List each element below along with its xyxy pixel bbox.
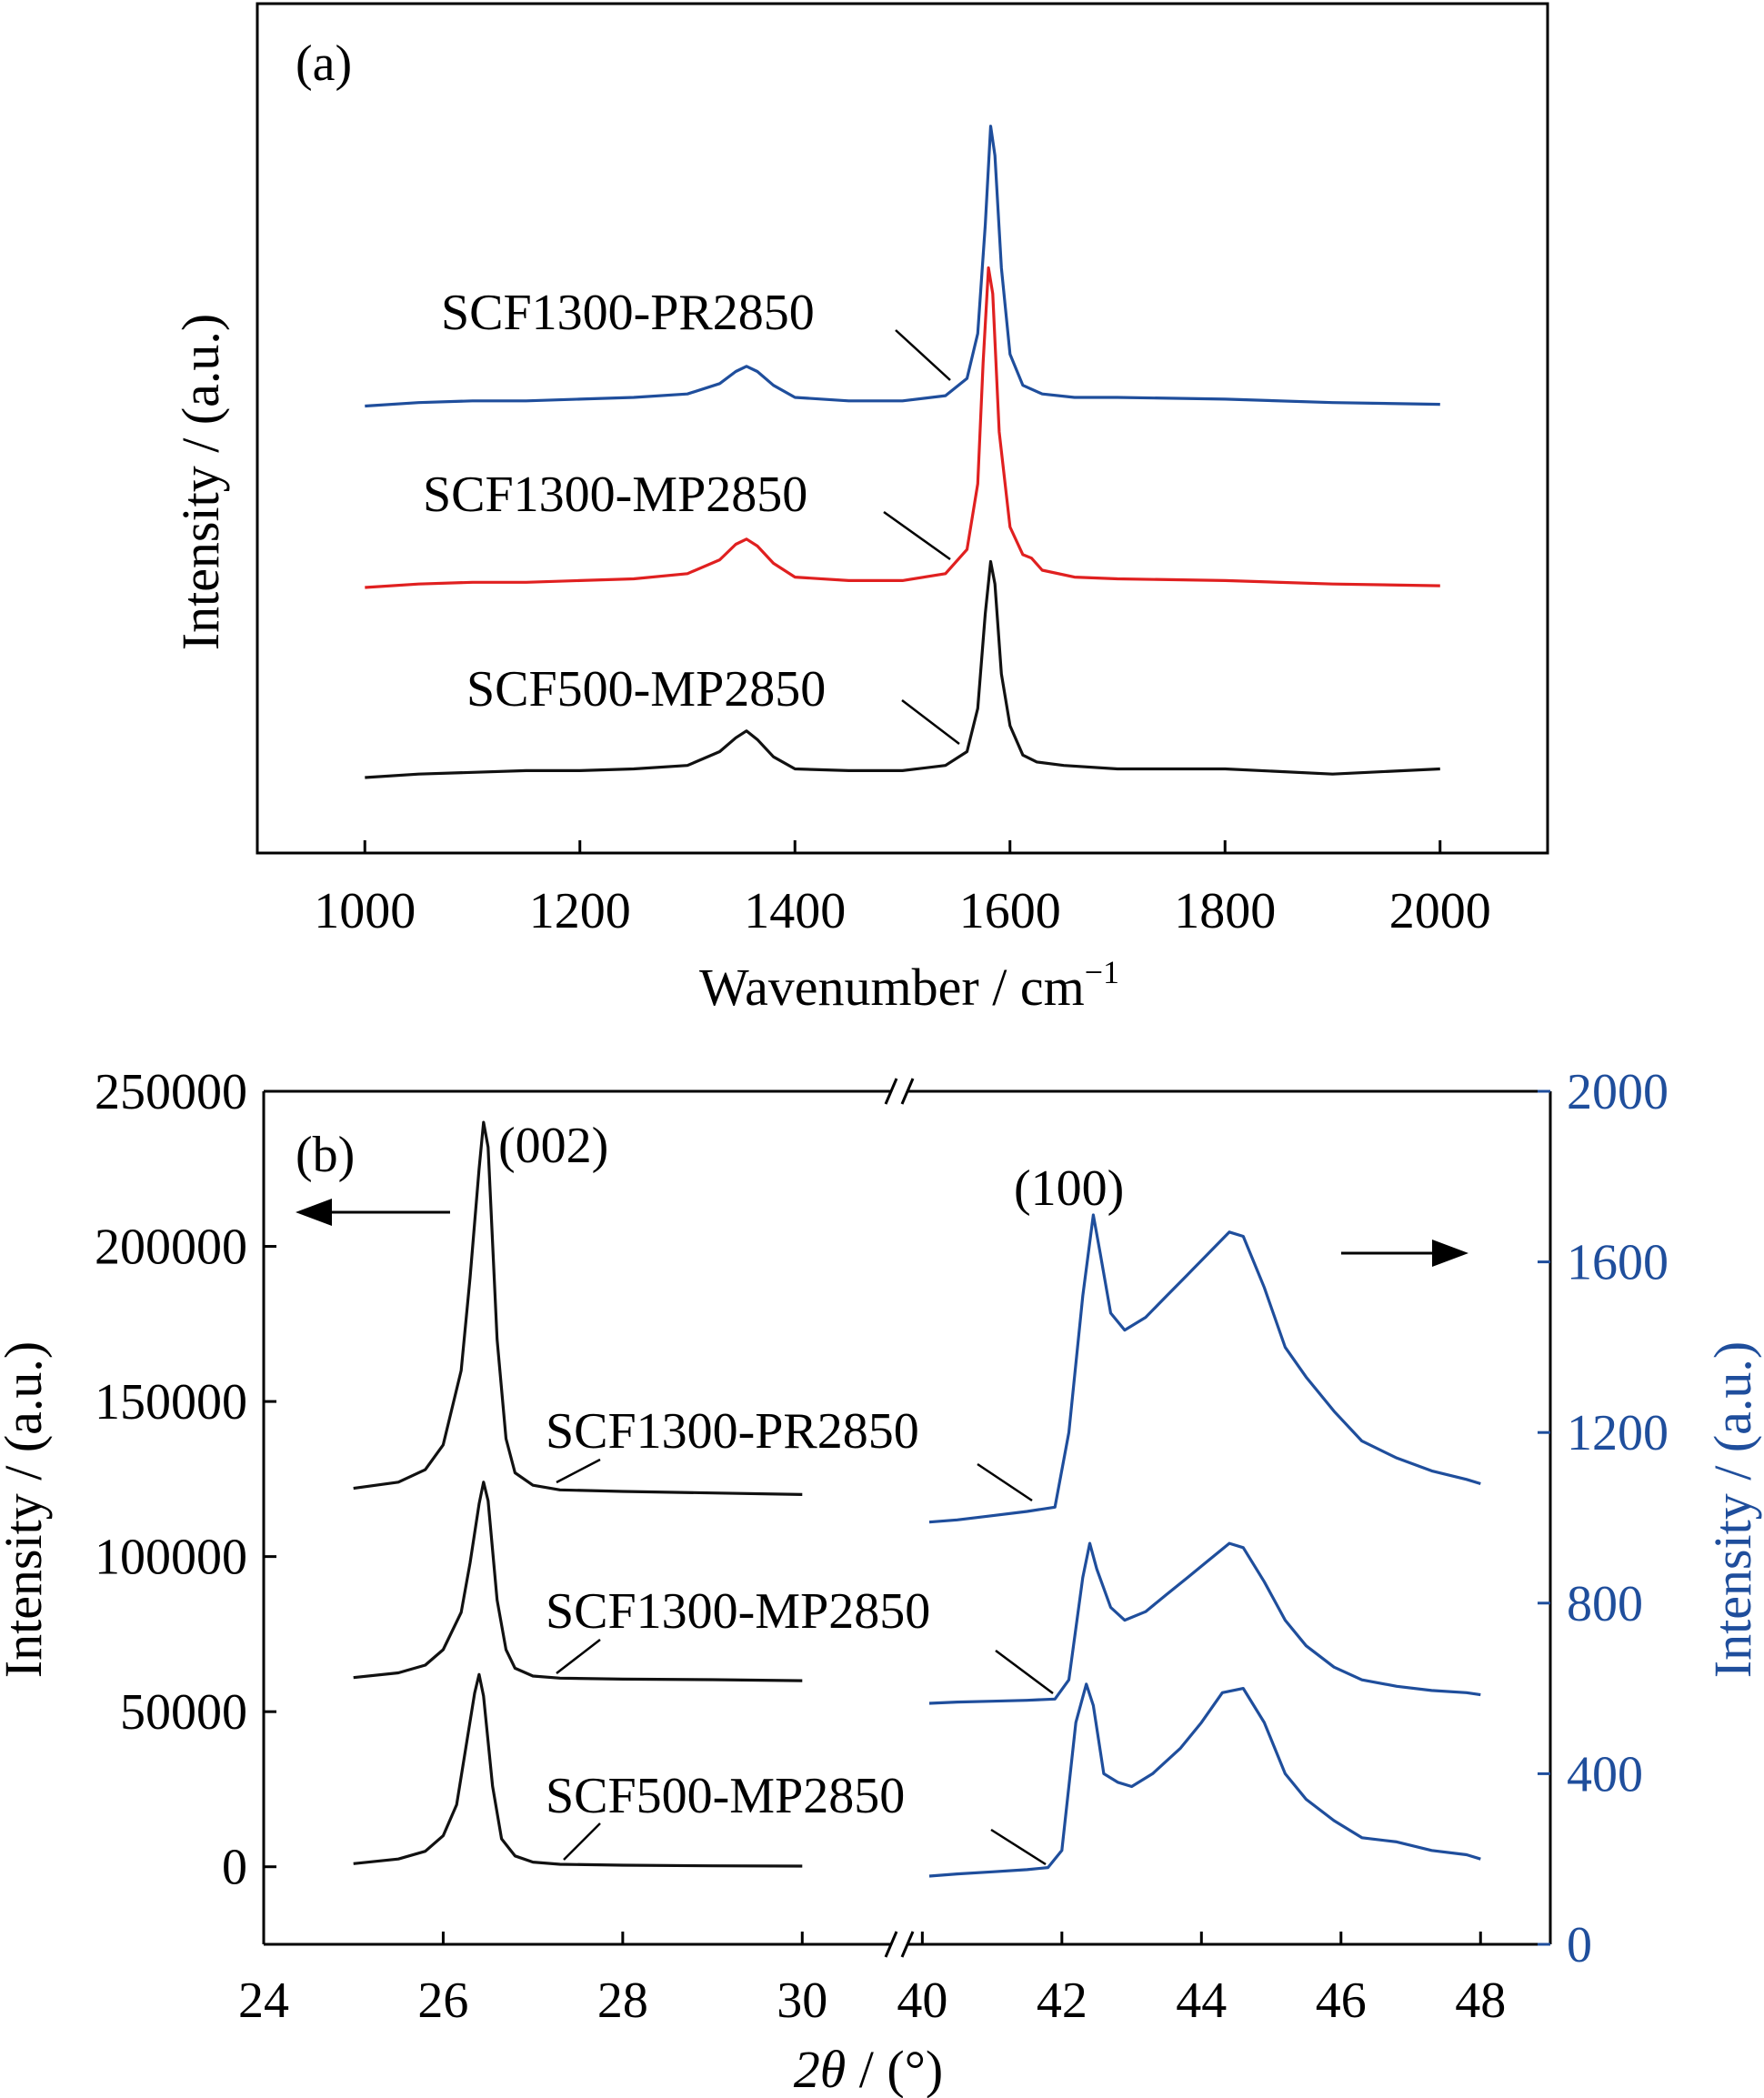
panel-b-left-y-axis-title: Intensity / (a.u.) bbox=[0, 1341, 53, 1678]
panel-b-left-y-tick-label-50000: 50000 bbox=[120, 1684, 247, 1741]
panel-b-left-y-tick-label-100000: 100000 bbox=[95, 1530, 247, 1586]
panel-a-x-axis-title-main: Wavenumber / cm bbox=[699, 958, 1085, 1017]
panel-b-break-mark-top-2 bbox=[900, 1078, 915, 1105]
panel-b-right-y-tick-label-0: 0 bbox=[1567, 1917, 1592, 1973]
panel-b-label: (b) bbox=[296, 1127, 355, 1183]
panel-a-curves bbox=[365, 125, 1440, 779]
right-axis-arrow-icon bbox=[1341, 1240, 1468, 1267]
panel-a-y-axis-title: Intensity / (a.u.) bbox=[171, 314, 230, 650]
panel-b-leader-left-scf1300-pr2850 bbox=[556, 1458, 601, 1484]
panel-b-x-tick-label-48: 48 bbox=[1455, 1973, 1506, 2029]
panel-b-x-tick-label-30: 30 bbox=[777, 1973, 827, 2029]
panel-b-left-y-tick-label-150000: 150000 bbox=[95, 1374, 247, 1430]
panel-b-peak-label-002: (002) bbox=[498, 1118, 608, 1174]
panel-a-x-tick-label-1400: 1400 bbox=[744, 883, 846, 939]
panel-b-x-tick-label-26: 26 bbox=[417, 1973, 468, 2029]
panel-a-series-label-scf1300-pr2850: SCF1300-PR2850 bbox=[441, 285, 815, 341]
panel-b-series-label-scf1300-pr2850: SCF1300-PR2850 bbox=[546, 1403, 919, 1460]
panel-a-series-label-scf500-mp2850: SCF500-MP2850 bbox=[466, 661, 826, 718]
panel-b-curves bbox=[353, 1120, 1481, 1878]
panel-a-leader-scf500-mp2850 bbox=[901, 699, 960, 745]
panel-a-x-tick-label-1800: 1800 bbox=[1174, 883, 1276, 939]
panel-b-leader-left-scf500-mp2850 bbox=[563, 1822, 601, 1861]
panel-b-x-tick-label-46: 46 bbox=[1316, 1973, 1367, 2029]
panel-a-label: (a) bbox=[296, 35, 352, 92]
panel-a-leader-scf1300-pr2850 bbox=[895, 329, 951, 381]
panel-b-break-mark-top-1 bbox=[884, 1078, 898, 1105]
panel-b-right-y-tick-label-1600: 1600 bbox=[1567, 1235, 1669, 1291]
panel-b-right-y-axis-title: Intensity / (a.u.) bbox=[1703, 1341, 1762, 1678]
panel-b-x-tick-label-42: 42 bbox=[1037, 1973, 1087, 2029]
panel-b-break-mark-bottom-1 bbox=[884, 1931, 898, 1958]
panel-a-x-ticks bbox=[363, 840, 1442, 853]
panel-a-series-line-scf1300-mp2850 bbox=[365, 266, 1440, 589]
panel-b-right-series-line-scf1300-pr2850 bbox=[928, 1213, 1481, 1524]
panel-b-x-axis-title-unit: / (°) bbox=[846, 2040, 943, 2098]
panel-a-x-tick-label-1200: 1200 bbox=[529, 883, 631, 939]
panel-b-series-label-scf500-mp2850: SCF500-MP2850 bbox=[546, 1768, 905, 1824]
panel-a-series-line-scf500-mp2850 bbox=[365, 559, 1440, 779]
panel-b-right-y-tick-label-2000: 2000 bbox=[1567, 1064, 1669, 1120]
panel-a-x-tick-label-2000: 2000 bbox=[1389, 883, 1491, 939]
panel-b-right-series-line-scf500-mp2850 bbox=[928, 1682, 1481, 1878]
panel-a-leader-scf1300-mp2850 bbox=[883, 510, 951, 561]
panel-a-x-tick-label-1600: 1600 bbox=[959, 883, 1061, 939]
panel-a-x-axis-title: Wavenumber / cm−1 bbox=[699, 954, 1119, 1017]
panel-b-right-y-tick-label-800: 800 bbox=[1567, 1576, 1643, 1632]
panel-b-left-series-line-scf1300-pr2850 bbox=[353, 1120, 803, 1496]
panel-b-x-tick-label-44: 44 bbox=[1176, 1973, 1227, 2029]
panel-b-left-y-tick-label-0: 0 bbox=[222, 1840, 247, 1896]
panel-a-x-tick-labels: 1000 1200 1400 1600 1800 2000 bbox=[314, 883, 1491, 939]
panel-a-frame bbox=[256, 2, 1549, 855]
panel-b-x-axis-title: 2θ / (°) bbox=[794, 2040, 943, 2098]
panel-b-leader-left-scf1300-mp2850 bbox=[556, 1639, 601, 1674]
panel-b-ticks bbox=[262, 1089, 1550, 1946]
panel-b-left-y-tick-label-250000: 250000 bbox=[95, 1064, 247, 1120]
panel-b-tick-labels: 24 26 28 30 40 42 44 46 48 0 50000 100000 150000 2000… bbox=[95, 1064, 1669, 2029]
panel-b-right-series-line-scf1300-mp2850 bbox=[928, 1541, 1481, 1705]
panel-b-x-tick-label-28: 28 bbox=[597, 1973, 648, 2029]
panel-a: 1000 1200 1400 1600 1800 2000 (a) SCF1300-PR2… bbox=[171, 2, 1549, 1017]
panel-b-right-y-tick-label-400: 400 bbox=[1567, 1746, 1643, 1802]
panel-b-break-mark-bottom-2 bbox=[900, 1931, 915, 1958]
panel-b-x-tick-label-40: 40 bbox=[897, 1973, 947, 2029]
panel-b-left-series-line-scf500-mp2850 bbox=[353, 1672, 803, 1868]
panel-b-leader-right-scf1300-mp2850 bbox=[995, 1649, 1054, 1695]
panel-b-peak-label-100: (100) bbox=[1014, 1160, 1124, 1217]
panel-b-x-axis-title-symbol: 2θ bbox=[794, 2040, 847, 2098]
left-axis-arrow-icon bbox=[296, 1199, 450, 1226]
panel-b-left-y-tick-label-200000: 200000 bbox=[95, 1220, 247, 1276]
panel-b-series-label-scf1300-mp2850: SCF1300-MP2850 bbox=[546, 1583, 930, 1640]
panel-b-x-tick-label-24: 24 bbox=[238, 1973, 289, 2029]
panel-a-series-label-scf1300-mp2850: SCF1300-MP2850 bbox=[423, 467, 807, 523]
panel-b-leader-right-scf500-mp2850 bbox=[990, 1828, 1047, 1866]
panel-b-right-y-tick-label-1200: 1200 bbox=[1567, 1405, 1669, 1461]
panel-a-series-line-scf1300-pr2850 bbox=[365, 125, 1440, 408]
panel-a-x-tick-label-1000: 1000 bbox=[314, 883, 416, 939]
panel-b-left-series-line-scf1300-mp2850 bbox=[353, 1481, 803, 1682]
panel-a-x-axis-title-sup: −1 bbox=[1085, 954, 1119, 990]
panel-b-leader-right-scf1300-pr2850 bbox=[977, 1462, 1033, 1502]
panel-b: 24 26 28 30 40 42 44 46 48 0 50000 100000 150000 2000… bbox=[0, 1064, 1762, 2098]
